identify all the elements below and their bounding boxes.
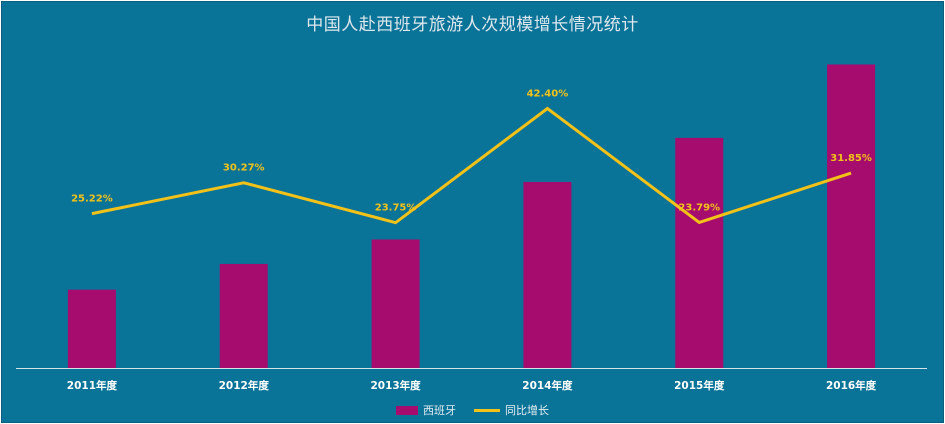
bar	[675, 137, 724, 368]
chart-title: 中国人赴西班牙旅游人次规模增长情况统计	[306, 15, 639, 35]
data-label: 31.85%	[830, 153, 872, 164]
legend-label-line: 同比增长	[505, 404, 549, 417]
bar	[371, 239, 420, 368]
bar	[523, 181, 572, 368]
legend-swatch-bar	[396, 405, 418, 415]
series-line	[91, 106, 852, 225]
chart-legend: 西班牙 同比增长	[2, 402, 943, 418]
bar	[67, 289, 116, 368]
data-label: 23.79%	[678, 202, 720, 213]
data-label: 42.40%	[527, 89, 569, 100]
data-label: 23.75%	[375, 203, 417, 214]
legend-label-bar: 西班牙	[423, 404, 456, 417]
data-label: 25.22%	[71, 194, 113, 205]
legend-item-bar: 西班牙	[396, 402, 456, 418]
x-tick-label: 2014年度	[522, 379, 573, 392]
legend-item-line: 同比增长	[474, 402, 549, 418]
x-tick-label: 2013年度	[370, 379, 421, 392]
bar	[219, 263, 268, 368]
data-label: 30.27%	[223, 163, 265, 174]
x-tick-label: 2015年度	[674, 379, 725, 392]
x-tick-label: 2011年度	[67, 379, 118, 392]
x-tick-label: 2012年度	[219, 379, 270, 392]
legend-swatch-line	[474, 408, 500, 412]
x-tick-label: 2016年度	[826, 379, 877, 392]
bar	[827, 64, 876, 368]
